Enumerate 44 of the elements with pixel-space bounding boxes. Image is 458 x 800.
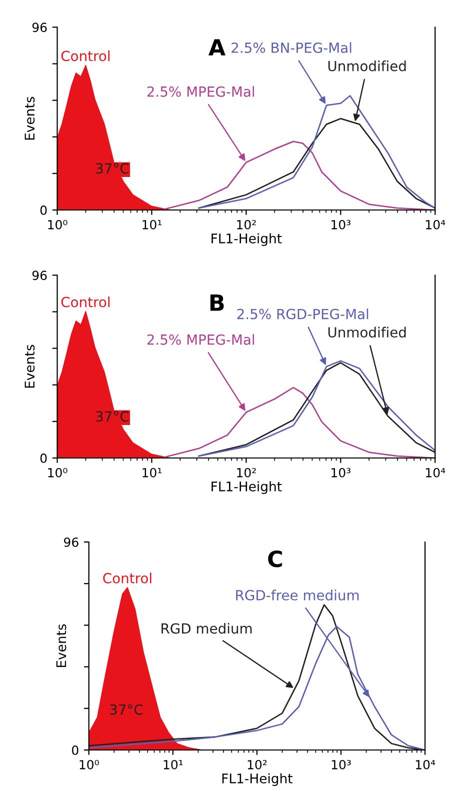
text: 2.5% RGD-PEG-Mal: [237, 308, 368, 320]
text: 2.5% MPEG-Mal: [147, 86, 254, 97]
x-tick-label: 10³: [332, 468, 350, 478]
series-label: Control: [61, 50, 110, 62]
y-axis-title: Events: [24, 344, 35, 388]
chart-title: A: [208, 39, 226, 56]
x-tick-label: 10²: [237, 468, 256, 478]
x-tick-label: 10²: [248, 760, 267, 770]
y-tick-label: 96: [64, 537, 78, 547]
y-tick-label: 0: [40, 205, 47, 215]
text: 2.5% BN-PEG-Mal: [232, 42, 352, 53]
y-axis-title: Events: [24, 96, 35, 140]
y-tick-label: 0: [40, 453, 47, 463]
annotation: 37°C: [110, 704, 143, 715]
x-axis-title: FL1-Height: [222, 773, 292, 786]
series-label: Control: [61, 296, 110, 308]
y-axis-title: Events: [56, 624, 66, 668]
x-tick-label: 10²: [237, 220, 256, 230]
x-tick-label: 10¹: [142, 468, 162, 478]
text: RGD-free medium: [236, 590, 359, 600]
x-tick-label: 10⁰: [80, 760, 99, 770]
x-tick-label: 10⁴: [426, 220, 446, 230]
x-tick-label: 10¹: [142, 220, 162, 230]
x-axis-title: FL1-Height: [212, 481, 282, 494]
text: B: [210, 294, 224, 311]
y-tick-label: 96: [32, 270, 47, 280]
annotation: 37°C: [96, 411, 129, 422]
text: Unmodified: [328, 326, 406, 338]
annotation: 37°C: [96, 163, 129, 174]
text: Unmodified: [328, 60, 406, 72]
text: 2.5% MPEG-Mal: [147, 334, 254, 345]
x-tick-label: 10⁰: [48, 220, 68, 230]
x-tick-label: 10¹: [164, 760, 183, 770]
x-tick-label: 10⁴: [426, 468, 446, 478]
y-tick-label: 96: [32, 22, 47, 32]
x-tick-label: 10³: [332, 760, 351, 770]
x-axis-title: FL1-Height: [212, 233, 282, 246]
x-tick-label: 10³: [332, 220, 350, 230]
x-tick-label: 10⁰: [48, 468, 68, 478]
x-tick-label: 10⁴: [416, 760, 436, 770]
chart-title: C: [268, 550, 282, 568]
text: RGD medium: [162, 622, 252, 634]
series-label: Control: [103, 572, 152, 584]
y-tick-label: 0: [72, 745, 78, 755]
